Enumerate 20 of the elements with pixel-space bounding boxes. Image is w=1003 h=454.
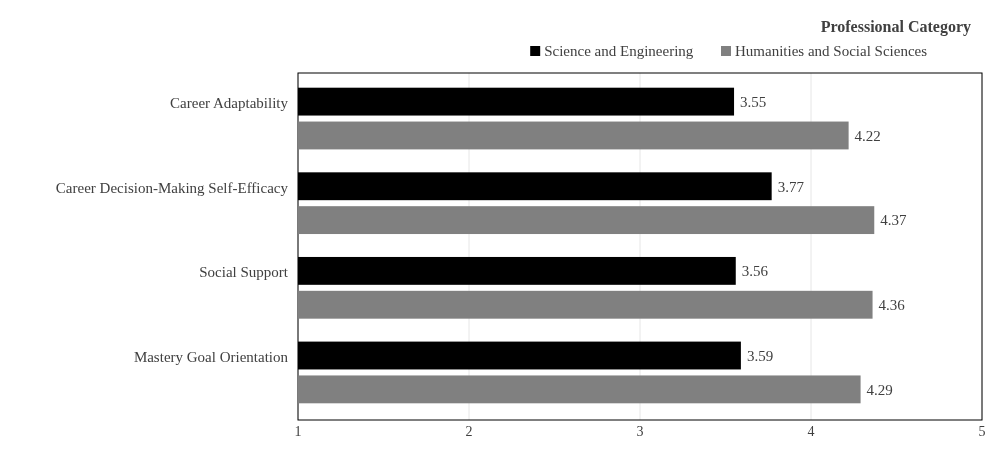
x-tick-label: 5 — [978, 424, 986, 439]
data-label: 4.36 — [878, 296, 906, 313]
data-label: 3.77 — [777, 178, 805, 195]
y-tick-label: Career Adaptability — [170, 94, 289, 111]
legend-label: Humanities and Social Sciences — [735, 43, 928, 60]
x-tick-label: 4 — [807, 424, 815, 439]
legend-title: Professional Category — [820, 18, 971, 36]
data-label: 4.37 — [880, 212, 908, 229]
x-tick-label: 1 — [294, 424, 302, 439]
x-tick-label: 3 — [636, 424, 644, 439]
data-label: 4.29 — [866, 381, 893, 398]
data-label: 3.55 — [740, 93, 767, 110]
y-tick-label: Social Support — [199, 264, 289, 281]
data-label: 3.56 — [741, 263, 769, 280]
y-tick-label: Career Decision-Making Self-Efficacy — [55, 179, 289, 196]
data-label: 4.22 — [854, 127, 881, 144]
data-label: 3.59 — [746, 347, 774, 364]
legend-label: Science and Engineering — [544, 43, 694, 60]
x-tick-label: 2 — [465, 424, 473, 439]
y-tick-label: Mastery Goal Orientation — [133, 348, 289, 365]
